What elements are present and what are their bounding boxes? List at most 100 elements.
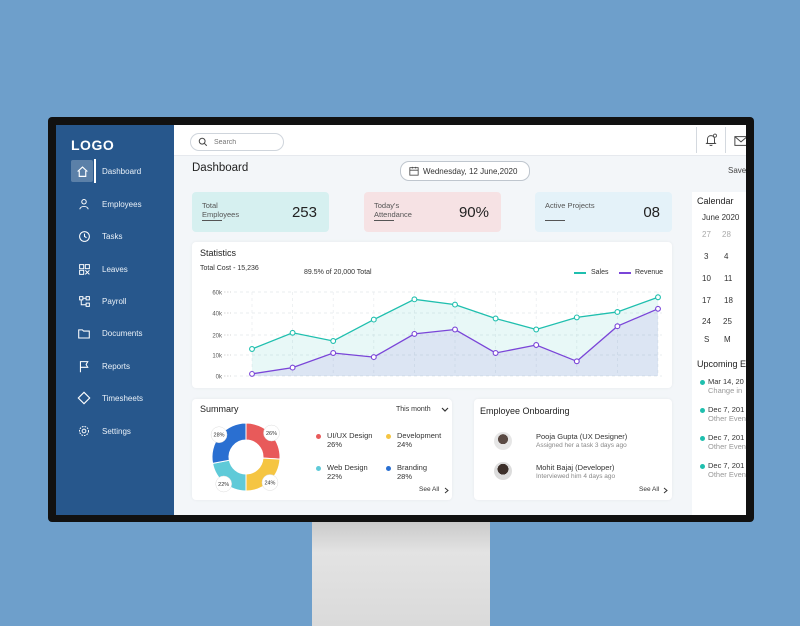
data-point-revenue bbox=[330, 350, 337, 356]
save-button[interactable]: Save bbox=[728, 166, 746, 175]
data-point-sales bbox=[655, 294, 661, 301]
calendar-icon bbox=[409, 166, 419, 176]
event-dot bbox=[700, 407, 705, 413]
data-point-sales bbox=[249, 346, 255, 352]
data-point-revenue bbox=[370, 354, 377, 361]
data-point-revenue bbox=[655, 305, 661, 312]
calendar-day[interactable]: 27 bbox=[702, 230, 711, 239]
card-underline bbox=[545, 220, 565, 221]
y-tick-label: 10k bbox=[212, 354, 223, 360]
slice-label-bubble bbox=[263, 424, 280, 442]
card-value: 90% bbox=[458, 204, 489, 221]
card-underline bbox=[202, 220, 222, 221]
sidebar-item-label: Reports bbox=[102, 361, 131, 371]
event-item[interactable]: Dec 7, 201 Other Even bbox=[700, 433, 746, 451]
sidebar-item-label: Dashboard bbox=[102, 166, 142, 176]
legend-branding: Branding 28% bbox=[386, 463, 427, 481]
slice-label: 28% bbox=[214, 433, 225, 439]
summary-panel: Summary This month 26% 24% 22% 28% UI/UX De… bbox=[192, 399, 452, 500]
screen: LOGO Dashboard Employees Tasks Leaves bbox=[56, 125, 746, 515]
page-title: Dashboard bbox=[192, 162, 249, 174]
onboarding-see-all[interactable]: See All bbox=[639, 486, 660, 493]
data-point-sales bbox=[492, 315, 499, 322]
notification-button[interactable] bbox=[696, 127, 726, 153]
event-date: Dec 7, 201 bbox=[708, 461, 745, 470]
avatar[interactable] bbox=[494, 462, 512, 480]
sidebar-item-payroll[interactable]: Payroll bbox=[56, 289, 174, 313]
payroll-icon bbox=[76, 293, 92, 309]
data-point-sales bbox=[533, 326, 540, 333]
sidebar-item-employees[interactable]: Employees bbox=[56, 192, 174, 216]
event-date: Dec 7, 201 bbox=[708, 405, 745, 414]
legend-label: Branding bbox=[397, 463, 428, 472]
onboarding-detail: Assigned her a task 3 days ago bbox=[536, 442, 627, 449]
onboarding-title: Employee Onboarding bbox=[480, 406, 570, 416]
calendar-day[interactable]: 28 bbox=[722, 230, 731, 239]
search-box[interactable] bbox=[190, 133, 284, 151]
calendar-day[interactable]: 4 bbox=[724, 252, 729, 261]
event-detail: Change in bbox=[708, 386, 743, 395]
sidebar: LOGO Dashboard Employees Tasks Leaves bbox=[56, 125, 174, 515]
calendar-day[interactable]: 17 bbox=[702, 296, 711, 305]
slice-label-bubble bbox=[261, 474, 279, 491]
calendar-day[interactable]: 10 bbox=[702, 274, 711, 283]
onboarding-name: Pooja Gupta (UX Designer) bbox=[536, 432, 628, 441]
calendar-day[interactable]: 3 bbox=[704, 252, 709, 261]
search-input[interactable] bbox=[212, 137, 276, 147]
legend-percent: 22% bbox=[327, 472, 343, 481]
legend-percent: 26% bbox=[327, 440, 343, 449]
event-item[interactable]: Mar 14, 20 Change in bbox=[700, 377, 744, 395]
period-dropdown[interactable]: This month bbox=[396, 406, 431, 413]
event-detail: Other Even bbox=[708, 442, 746, 451]
calendar-day[interactable]: 18 bbox=[724, 296, 733, 305]
chevron-right-icon[interactable] bbox=[444, 487, 449, 494]
event-date: Dec 7, 201 bbox=[708, 433, 745, 442]
statistics-title: Statistics bbox=[200, 248, 237, 258]
slice-label-bubble bbox=[215, 475, 232, 493]
card-label: Total Employees bbox=[202, 201, 240, 219]
sidebar-item-leaves[interactable]: Leaves bbox=[56, 257, 174, 281]
sidebar-item-timesheets[interactable]: Timesheets bbox=[56, 386, 174, 410]
data-point-sales bbox=[614, 308, 621, 315]
legend-revenue-line bbox=[619, 272, 631, 274]
data-point-sales bbox=[289, 329, 296, 336]
slice-label: 26% bbox=[266, 431, 277, 437]
card-label: Today's Attendance bbox=[374, 201, 412, 219]
sidebar-item-settings[interactable]: Settings bbox=[56, 419, 174, 443]
sidebar-item-dashboard[interactable]: Dashboard bbox=[56, 159, 174, 183]
sidebar-item-reports[interactable]: Reports bbox=[56, 354, 174, 378]
main-content: Dashboard Wednesday, 12 June,2020 Save T… bbox=[174, 125, 746, 515]
calendar-day[interactable]: 25 bbox=[723, 317, 732, 326]
sidebar-item-label: Settings bbox=[102, 426, 131, 436]
sidebar-item-tasks[interactable]: Tasks bbox=[56, 224, 174, 248]
calendar-weekday: M bbox=[724, 335, 731, 344]
mail-button[interactable] bbox=[734, 134, 746, 152]
data-point-revenue bbox=[452, 326, 458, 333]
avatar[interactable] bbox=[494, 432, 512, 450]
legend-development: Development 24% bbox=[386, 431, 441, 449]
event-item[interactable]: Dec 7, 201 Other Even bbox=[700, 461, 746, 479]
home-icon bbox=[71, 160, 93, 182]
event-item[interactable]: Dec 7, 201 Other Even bbox=[700, 405, 746, 423]
legend-webdesign: Web Design 22% bbox=[316, 463, 368, 481]
legend-percent: 28% bbox=[397, 472, 413, 481]
data-point-revenue bbox=[249, 370, 255, 377]
chevron-down-icon[interactable] bbox=[441, 407, 449, 413]
logo: LOGO bbox=[71, 137, 115, 153]
data-point-revenue bbox=[573, 358, 580, 365]
summary-see-all[interactable]: See All bbox=[419, 486, 440, 493]
leaves-icon bbox=[76, 261, 92, 277]
summary-donut-chart: 26% 24% 22% 28% bbox=[210, 422, 281, 493]
event-detail: Other Even bbox=[708, 414, 746, 423]
card-total-employees: Total Employees 253 bbox=[192, 192, 329, 232]
card-active-projects: Active Projects 08 bbox=[535, 192, 672, 232]
sidebar-item-documents[interactable]: Documents bbox=[56, 321, 174, 345]
date-picker[interactable]: Wednesday, 12 June,2020 bbox=[400, 161, 530, 181]
diamond-icon bbox=[76, 390, 92, 406]
y-tick-label: 20k bbox=[212, 334, 223, 340]
card-underline bbox=[374, 220, 394, 221]
calendar-day[interactable]: 24 bbox=[702, 317, 711, 326]
chevron-right-icon[interactable] bbox=[663, 487, 668, 494]
calendar-day[interactable]: 11 bbox=[724, 274, 733, 283]
bell-icon bbox=[705, 133, 717, 146]
